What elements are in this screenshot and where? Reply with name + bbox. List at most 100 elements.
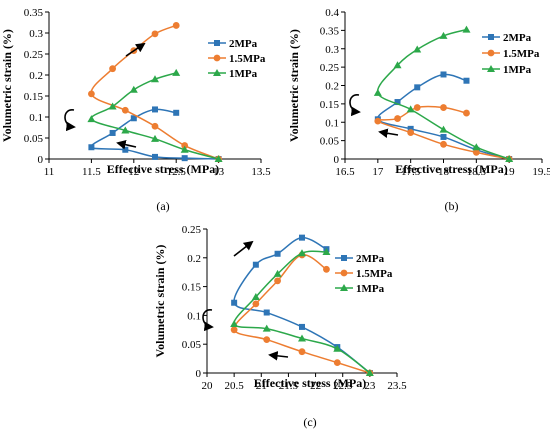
x-tick-label: 12: [128, 166, 139, 178]
x-tick-label: 23.5: [387, 380, 407, 392]
data-point: [230, 326, 238, 334]
y-tick-label: 0.35: [24, 7, 44, 19]
data-point: [472, 143, 481, 151]
data-point: [252, 261, 259, 268]
data-point: [263, 309, 270, 316]
data-point: [373, 88, 382, 96]
data-point: [262, 324, 271, 332]
data-point: [122, 146, 129, 153]
y-tick-label: 0.15: [182, 282, 202, 294]
data-point: [462, 25, 471, 33]
data-point: [463, 77, 470, 84]
data-point: [181, 155, 188, 162]
x-axis-label: Effective stress (MPa): [395, 162, 507, 176]
data-point: [406, 105, 415, 113]
data-point: [152, 153, 158, 160]
x-tick-label: 20: [202, 380, 214, 392]
data-point: [274, 277, 281, 285]
data-point: [121, 106, 129, 114]
data-point: [214, 155, 223, 162]
data-point: [152, 106, 158, 113]
y-tick-label: 0.3: [29, 28, 43, 40]
data-point: [151, 30, 159, 38]
legend-label: 1MPa: [229, 68, 258, 80]
legend-marker: [214, 40, 220, 46]
x-axis-label: Effective stress (MPa): [107, 162, 219, 176]
data-point: [413, 45, 422, 53]
y-tick-label: 0.05: [24, 133, 44, 145]
y-tick-label: 0: [196, 368, 202, 380]
y-tick-label: 0.05: [182, 339, 202, 351]
data-point: [172, 68, 181, 76]
legend-entry: 1.5MPa: [208, 53, 266, 65]
data-point: [394, 99, 401, 106]
panel-label: (b): [445, 199, 459, 213]
legend-entry: 2MPa: [208, 38, 258, 50]
x-tick-label: 19: [504, 166, 516, 178]
data-point: [130, 115, 137, 122]
data-point: [298, 348, 306, 356]
data-point: [230, 320, 239, 328]
legend-entry: 1MPa: [335, 283, 385, 295]
x-tick-label: 17: [372, 166, 384, 178]
x-tick-label: 17.5: [401, 166, 421, 178]
series-line: [90, 72, 219, 160]
y-axis-label: Volumetric strain (%): [0, 29, 14, 142]
x-tick-label: 23: [364, 380, 376, 392]
data-point: [273, 269, 282, 277]
x-axis-label: Effective stress (MPa): [254, 376, 366, 390]
data-point: [365, 369, 374, 376]
x-tick-label: 12.5: [167, 166, 187, 178]
data-point: [439, 31, 448, 39]
data-point: [413, 104, 421, 111]
data-point: [414, 84, 421, 91]
y-tick-label: 0.3: [325, 44, 339, 56]
series-1.5MPa: [88, 22, 223, 163]
legend-entry: 1.5MPa: [335, 268, 393, 280]
x-tick-label: 18.5: [467, 166, 487, 178]
reversal-arrow: [64, 109, 76, 132]
data-point: [505, 155, 514, 162]
legend-marker: [487, 49, 495, 57]
x-tick-label: 16.5: [335, 166, 355, 178]
x-tick-label: 11.5: [82, 166, 101, 178]
legend-label: 1.5MPa: [356, 268, 393, 280]
y-tick-label: 0.2: [325, 81, 339, 93]
chart-panel-3: 20 20.5 21 21.5 22 22.5 23 23.5 0 0.05 0.1 0.15 0.2 0…: [153, 224, 407, 429]
chart-panel-1: 11 11.5 12 12.5 13 13.5 0 0.05 0.1 0.15 0.2 0.25 0.3…: [0, 7, 271, 213]
data-point: [263, 336, 271, 343]
y-tick-label: 0.1: [325, 117, 339, 129]
y-tick-label: 0.4: [325, 7, 339, 19]
direction-arrow: [378, 128, 399, 138]
legend-label: 1MPa: [356, 283, 385, 295]
series-1.5MPa: [374, 104, 513, 163]
x-tick-label: 13: [213, 166, 225, 178]
legend-marker: [213, 54, 221, 62]
data-point: [463, 109, 470, 117]
legend-entry: 2MPa: [482, 32, 532, 44]
x-tick-label: 21: [256, 380, 267, 392]
data-point: [251, 292, 260, 300]
data-point: [374, 117, 382, 125]
x-tick-label: 22.5: [333, 380, 353, 392]
data-point: [87, 115, 96, 123]
legend-marker: [213, 69, 221, 76]
data-point: [407, 129, 415, 136]
data-point: [231, 299, 238, 306]
data-point: [298, 334, 306, 342]
y-tick-label: 0.35: [320, 25, 340, 37]
y-tick-label: 0.25: [182, 224, 202, 236]
legend-entry: 1MPa: [482, 64, 532, 76]
data-point: [173, 109, 180, 116]
x-tick-label: 20.5: [225, 380, 245, 392]
data-point: [299, 323, 305, 330]
panel-label: (c): [303, 415, 316, 429]
series-1MPa: [373, 25, 514, 162]
x-tick-label: 22: [310, 380, 321, 392]
data-point: [274, 250, 281, 257]
data-point: [472, 148, 480, 156]
data-point: [180, 145, 189, 153]
y-tick-label: 0.1: [29, 112, 43, 124]
y-tick-label: 0: [38, 154, 44, 166]
